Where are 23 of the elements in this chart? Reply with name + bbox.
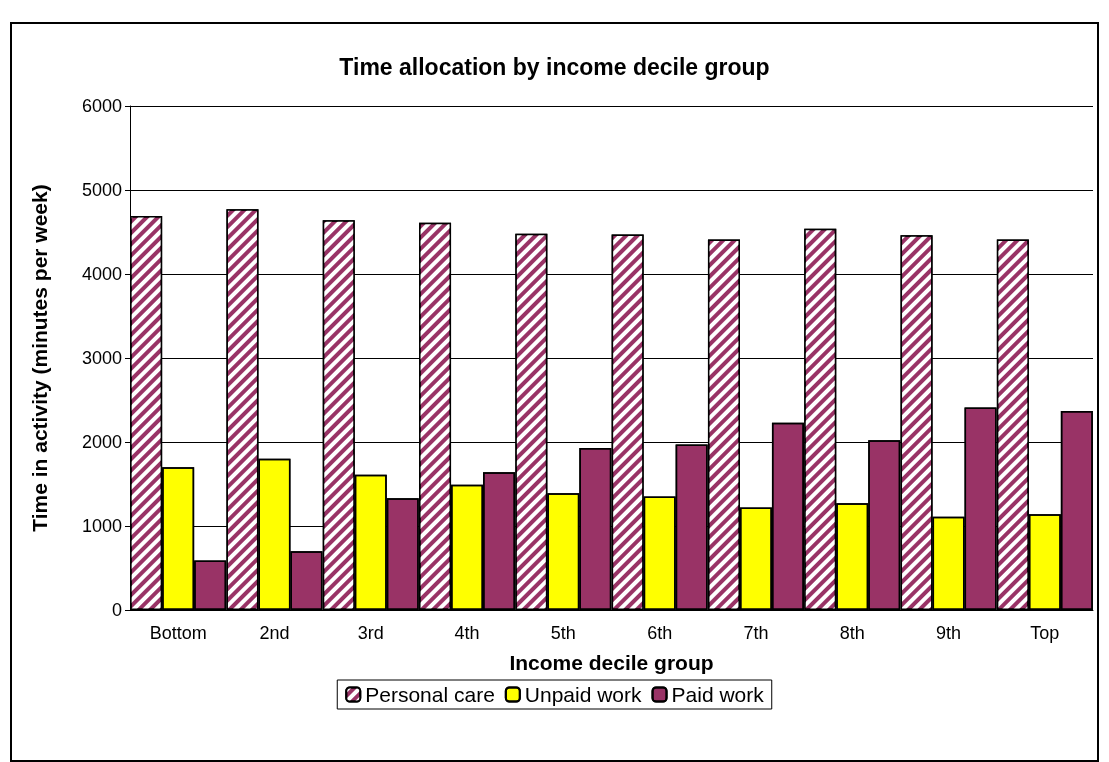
y-tick-label: 0 [111, 600, 122, 620]
x-tick-label: 5th [550, 623, 576, 643]
x-tick-label: 2nd [259, 623, 290, 643]
x-tick-label: 6th [647, 623, 673, 643]
y-tick-label: 3000 [81, 348, 122, 368]
chart-title: Time allocation by income decile group [339, 53, 770, 80]
y-tick-label: 4000 [81, 264, 122, 284]
x-tick-label: 8th [839, 623, 865, 643]
y-tick-label: 6000 [81, 96, 122, 116]
x-tick-label: 3rd [357, 623, 384, 643]
y-axis-title: Time in activity (minutes per week) [28, 184, 51, 532]
x-tick-label: 4th [454, 623, 480, 643]
x-tick-label: Bottom [149, 623, 207, 643]
legend-label: Personal care [365, 683, 495, 706]
x-tick-label: 9th [936, 623, 962, 643]
legend-label: Unpaid work [524, 683, 643, 706]
legend-label: Paid work [671, 683, 765, 706]
y-tick-label: 2000 [81, 432, 122, 452]
x-tick-label: 7th [743, 623, 769, 643]
y-tick-label: 1000 [81, 516, 122, 536]
x-tick-label: Top [1030, 623, 1060, 643]
y-tick-label: 5000 [81, 180, 122, 200]
x-axis-title: Income decile group [509, 651, 714, 674]
